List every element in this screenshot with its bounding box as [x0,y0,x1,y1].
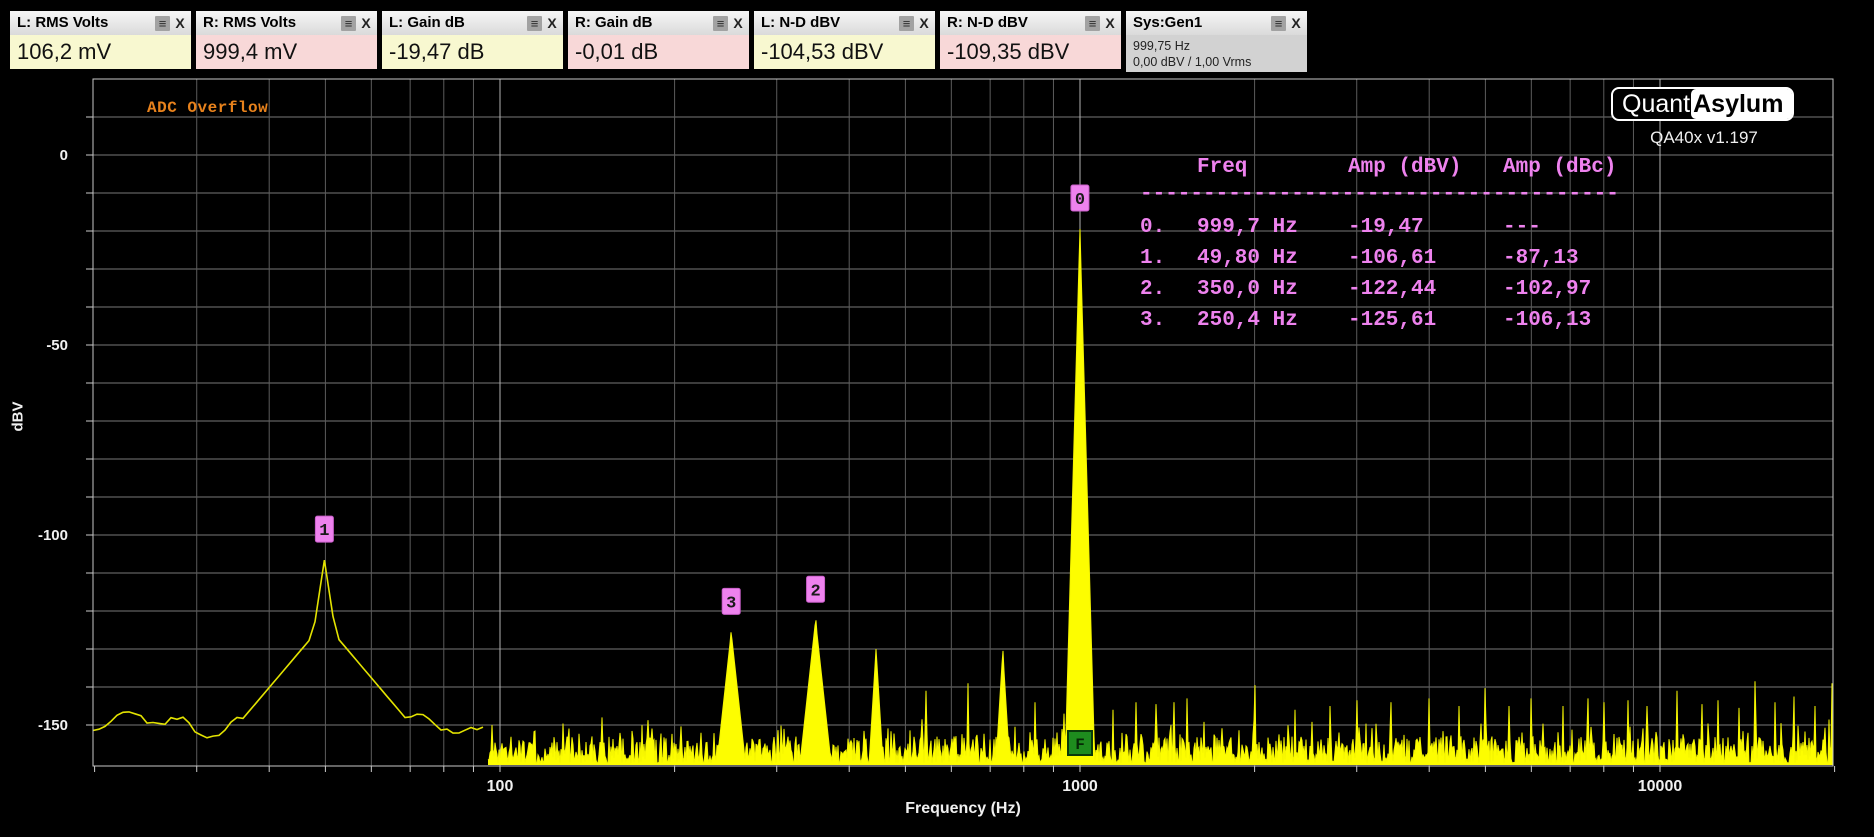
meter-title: R: Gain dB [575,11,713,35]
row-index: 2. [1140,274,1197,305]
menu-icon[interactable]: ≡ [341,16,356,31]
row-frequency: 999,7 Hz [1197,212,1348,243]
meter-value: 106,2 mV [10,35,191,69]
logo-text-quant: Quant [1613,89,1691,119]
row-amp-dbc: -106,13 [1503,305,1591,336]
meter-tile-header[interactable]: R: RMS Volts ≡ X [196,11,377,35]
meter-title: R: N-D dBV [947,11,1085,35]
row-amp-dbv: -122,44 [1348,274,1503,305]
row-amp-dbc: -102,97 [1503,274,1591,305]
close-icon[interactable]: X [173,16,187,31]
generator-settings: 999,75 Hz 0,00 dBV / 1,00 Vrms [1126,35,1307,72]
spectrum-plot[interactable]: 0 -50 -100 -150 100 1000 10000 F 0 1 2 3 [0,0,1874,837]
meter-tile-header[interactable]: L: Gain dB ≡ X [382,11,563,35]
svg-text:0: 0 [1075,191,1085,210]
meter-value: -0,01 dB [568,35,749,69]
table-row: 1. 49,80 Hz -106,61 -87,13 [1140,243,1619,274]
logo-text-asylum: Asylum [1691,89,1792,119]
close-icon[interactable]: X [545,16,559,31]
row-amp-dbv: -125,61 [1348,305,1503,336]
quantasylum-logo: Quant Asylum [1611,87,1794,121]
row-frequency: 49,80 Hz [1197,243,1348,274]
meter-title: R: RMS Volts [203,11,341,35]
row-frequency: 250,4 Hz [1197,305,1348,336]
generator-frequency: 999,75 Hz [1133,38,1307,54]
meter-tile: R: RMS Volts ≡ X 999,4 mV [196,11,377,72]
menu-icon[interactable]: ≡ [713,16,728,31]
meter-value: -104,53 dBV [754,35,935,69]
svg-text:100: 100 [487,778,514,795]
table-row: 2. 350,0 Hz -122,44 -102,97 [1140,274,1619,305]
close-icon[interactable]: X [359,16,373,31]
row-amp-dbv: -19,47 [1348,212,1503,243]
svg-text:-150: -150 [38,717,68,734]
menu-icon[interactable]: ≡ [527,16,542,31]
meter-value: 999,4 mV [196,35,377,69]
menu-icon[interactable]: ≡ [1085,16,1100,31]
close-icon[interactable]: X [731,16,745,31]
meter-tile: R: Gain dB ≡ X -0,01 dB [568,11,749,72]
meter-value: -109,35 dBV [940,35,1121,69]
svg-text:2: 2 [810,582,820,601]
row-amp-dbc: -87,13 [1503,243,1579,274]
close-icon[interactable]: X [1289,16,1303,31]
table-row: 3. 250,4 Hz -125,61 -106,13 [1140,305,1619,336]
row-index: 0. [1140,212,1197,243]
header-spacer [1140,152,1197,183]
adc-overflow-warning: ADC Overflow [147,99,268,117]
meter-title: L: N-D dBV [761,11,899,35]
close-icon[interactable]: X [917,16,931,31]
menu-icon[interactable]: ≡ [899,16,914,31]
meter-tile: L: Gain dB ≡ X -19,47 dB [382,11,563,72]
svg-text:3: 3 [726,594,736,613]
meter-tile: L: RMS Volts ≡ X 106,2 mV [10,11,191,72]
svg-text:F: F [1075,736,1085,754]
x-axis-label: Frequency (Hz) [863,800,1063,818]
meter-title: L: RMS Volts [17,11,155,35]
svg-text:1: 1 [319,522,329,541]
meter-tile-header[interactable]: R: N-D dBV ≡ X [940,11,1121,35]
meter-tile: R: N-D dBV ≡ X -109,35 dBV [940,11,1121,72]
meter-title: L: Gain dB [389,11,527,35]
header-amp-dbc: Amp (dBc) [1503,152,1616,183]
meter-strip: L: RMS Volts ≡ X 106,2 mV R: RMS Volts ≡… [10,11,1307,72]
row-index: 3. [1140,305,1197,336]
app-version: QA40x v1.197 [1611,128,1797,148]
row-amp-dbc: --- [1503,212,1541,243]
menu-icon[interactable]: ≡ [155,16,170,31]
menu-icon[interactable]: ≡ [1271,16,1286,31]
meter-tile-header[interactable]: L: RMS Volts ≡ X [10,11,191,35]
y-axis-label: dBV [10,377,27,457]
header-amp-dbv: Amp (dBV) [1348,152,1503,183]
close-icon[interactable]: X [1103,16,1117,31]
row-frequency: 350,0 Hz [1197,274,1348,305]
header-freq: Freq [1197,152,1348,183]
generator-title: Sys:Gen1 [1133,11,1271,35]
svg-text:-100: -100 [38,527,68,544]
generator-tile: Sys:Gen1 ≡ X 999,75 Hz 0,00 dBV / 1,00 V… [1126,11,1307,72]
svg-text:10000: 10000 [1638,778,1683,795]
table-header-row: Freq Amp (dBV) Amp (dBc) [1140,152,1619,183]
meter-tile-header[interactable]: L: N-D dBV ≡ X [754,11,935,35]
row-amp-dbv: -106,61 [1348,243,1503,274]
meter-tile-header[interactable]: R: Gain dB ≡ X [568,11,749,35]
harmonic-results-table: Freq Amp (dBV) Amp (dBc) ---------------… [1140,152,1619,336]
table-row: 0. 999,7 Hz -19,47 --- [1140,212,1619,243]
meter-tile: L: N-D dBV ≡ X -104,53 dBV [754,11,935,72]
table-divider: -------------------------------------- [1140,183,1619,212]
generator-amplitude: 0,00 dBV / 1,00 Vrms [1133,54,1307,70]
svg-text:-50: -50 [46,337,68,354]
meter-value: -19,47 dB [382,35,563,69]
svg-text:0: 0 [60,147,68,164]
generator-tile-header[interactable]: Sys:Gen1 ≡ X [1126,11,1307,35]
svg-text:1000: 1000 [1062,778,1098,795]
qa40x-window: 0 -50 -100 -150 100 1000 10000 F 0 1 2 3 ADC Overfl… [0,0,1874,837]
row-index: 1. [1140,243,1197,274]
